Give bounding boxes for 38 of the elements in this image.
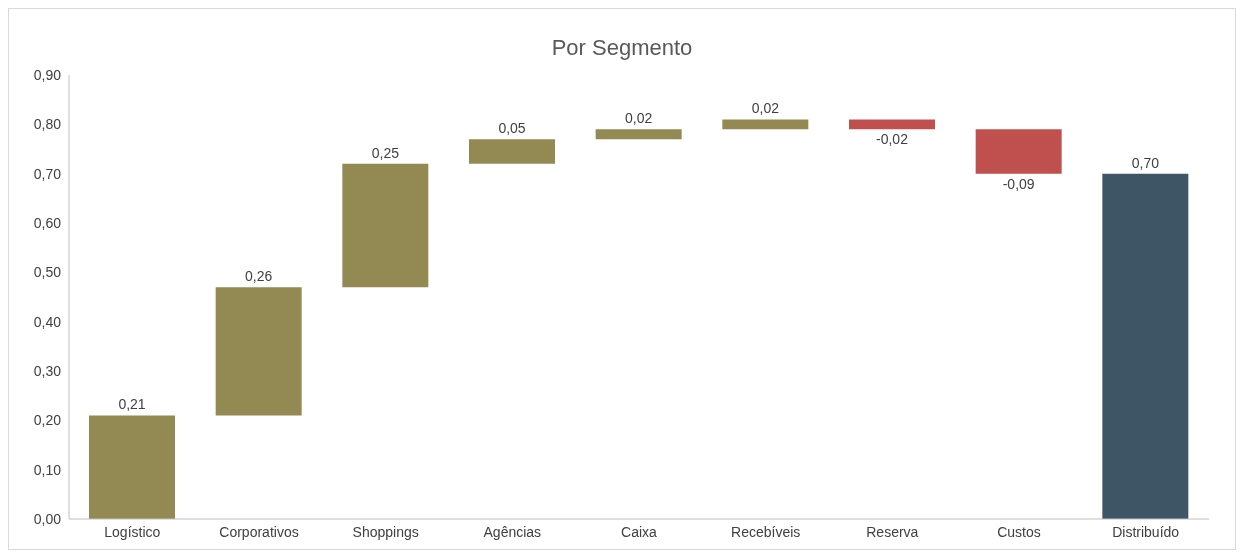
bar xyxy=(89,415,175,519)
bar xyxy=(1102,173,1189,519)
y-tick-label: 0,20 xyxy=(33,412,62,429)
y-tick-label: 0,60 xyxy=(33,214,62,231)
x-tick-label: Distribuído xyxy=(1112,523,1180,540)
x-tick-label: Reserva xyxy=(866,523,919,540)
x-tick-label: Custos xyxy=(997,523,1041,540)
data-label: -0,02 xyxy=(876,131,909,148)
y-tick-label: 0,80 xyxy=(33,116,62,133)
bar xyxy=(595,129,682,140)
bar xyxy=(849,119,935,130)
y-tick-label: 0,10 xyxy=(33,461,62,478)
data-label: 0,05 xyxy=(498,120,526,137)
y-tick-label: 0,30 xyxy=(33,362,62,379)
y-tick-label: 0,40 xyxy=(33,313,62,330)
x-tick-label: Caixa xyxy=(621,523,658,540)
x-tick-label: Logístico xyxy=(104,523,161,540)
data-label: 0,70 xyxy=(1131,154,1160,171)
bar xyxy=(215,287,302,416)
data-label: 0,26 xyxy=(245,268,273,285)
chart-title: Por Segmento xyxy=(550,35,694,62)
x-tick-label: Agências xyxy=(483,523,542,540)
x-tick-label: Recebíveis xyxy=(731,523,801,540)
bar xyxy=(469,139,555,164)
y-tick-label: 0,70 xyxy=(33,165,62,182)
x-tick-label: Corporativos xyxy=(219,523,299,540)
data-label: -0,09 xyxy=(1002,175,1035,192)
y-tick-label: 0,90 xyxy=(33,66,62,83)
data-label: 0,02 xyxy=(625,110,653,127)
data-label: 0,25 xyxy=(371,144,400,161)
bar xyxy=(975,129,1062,174)
y-tick-label: 0,00 xyxy=(33,510,62,527)
y-tick-label: 0,50 xyxy=(33,264,62,281)
x-tick-label: Shoppings xyxy=(352,523,419,540)
bar xyxy=(722,119,809,130)
data-label: 0,21 xyxy=(118,396,146,413)
data-label: 0,02 xyxy=(751,100,780,117)
bar xyxy=(342,163,429,288)
